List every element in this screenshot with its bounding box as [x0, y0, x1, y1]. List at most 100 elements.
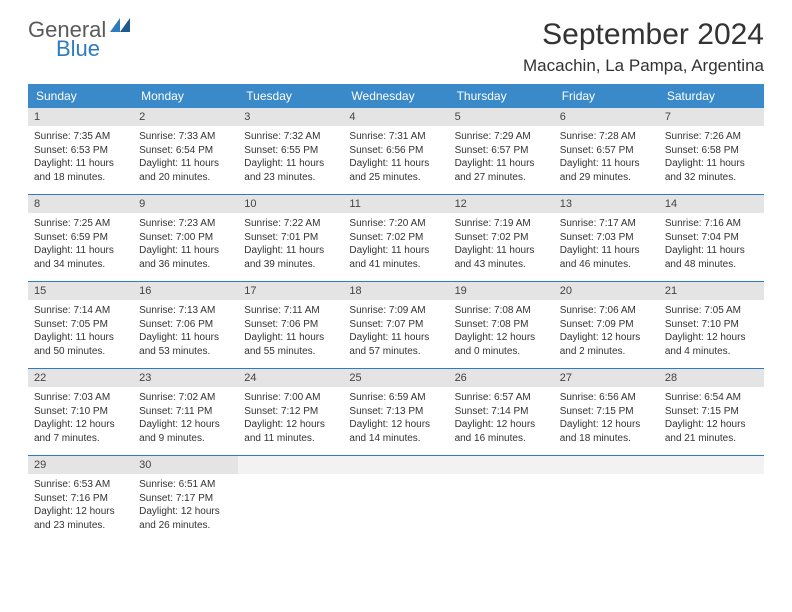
- day-number-empty: [659, 456, 764, 474]
- day-content: Sunrise: 7:14 AMSunset: 7:05 PMDaylight:…: [28, 300, 133, 364]
- logo-tri-icon: [110, 18, 130, 32]
- calendar-cell: 17Sunrise: 7:11 AMSunset: 7:06 PMDayligh…: [238, 282, 343, 369]
- calendar-cell: 7Sunrise: 7:26 AMSunset: 6:58 PMDaylight…: [659, 108, 764, 195]
- day-number-empty: [554, 456, 659, 474]
- day-header: Saturday: [659, 84, 764, 108]
- month-title: September 2024: [523, 18, 764, 52]
- day-header: Friday: [554, 84, 659, 108]
- calendar-cell: 19Sunrise: 7:08 AMSunset: 7:08 PMDayligh…: [449, 282, 554, 369]
- calendar-cell: 30Sunrise: 6:51 AMSunset: 7:17 PMDayligh…: [133, 456, 238, 543]
- logo: General Blue: [28, 18, 130, 60]
- day-number: 15: [28, 282, 133, 300]
- day-number: 12: [449, 195, 554, 213]
- day-content: Sunrise: 7:06 AMSunset: 7:09 PMDaylight:…: [554, 300, 659, 364]
- day-number: 9: [133, 195, 238, 213]
- day-number: 6: [554, 108, 659, 126]
- day-content: Sunrise: 7:32 AMSunset: 6:55 PMDaylight:…: [238, 126, 343, 190]
- logo-text: General Blue: [28, 18, 130, 60]
- day-number: 17: [238, 282, 343, 300]
- day-number-empty: [238, 456, 343, 474]
- calendar-cell: [554, 456, 659, 543]
- calendar-cell: 15Sunrise: 7:14 AMSunset: 7:05 PMDayligh…: [28, 282, 133, 369]
- day-header: Tuesday: [238, 84, 343, 108]
- day-number: 13: [554, 195, 659, 213]
- calendar-cell: 27Sunrise: 6:56 AMSunset: 7:15 PMDayligh…: [554, 369, 659, 456]
- day-number: 25: [343, 369, 448, 387]
- calendar-cell: 20Sunrise: 7:06 AMSunset: 7:09 PMDayligh…: [554, 282, 659, 369]
- day-number: 5: [449, 108, 554, 126]
- location: Macachin, La Pampa, Argentina: [523, 56, 764, 76]
- calendar-cell: 29Sunrise: 6:53 AMSunset: 7:16 PMDayligh…: [28, 456, 133, 543]
- day-content: Sunrise: 7:17 AMSunset: 7:03 PMDaylight:…: [554, 213, 659, 277]
- day-number: 10: [238, 195, 343, 213]
- calendar-cell: 9Sunrise: 7:23 AMSunset: 7:00 PMDaylight…: [133, 195, 238, 282]
- day-content: Sunrise: 7:11 AMSunset: 7:06 PMDaylight:…: [238, 300, 343, 364]
- day-content: Sunrise: 7:05 AMSunset: 7:10 PMDaylight:…: [659, 300, 764, 364]
- day-number: 23: [133, 369, 238, 387]
- calendar-cell: 25Sunrise: 6:59 AMSunset: 7:13 PMDayligh…: [343, 369, 448, 456]
- day-content: Sunrise: 7:13 AMSunset: 7:06 PMDaylight:…: [133, 300, 238, 364]
- calendar-cell: 4Sunrise: 7:31 AMSunset: 6:56 PMDaylight…: [343, 108, 448, 195]
- day-content: Sunrise: 7:09 AMSunset: 7:07 PMDaylight:…: [343, 300, 448, 364]
- day-content: Sunrise: 6:53 AMSunset: 7:16 PMDaylight:…: [28, 474, 133, 538]
- calendar-cell: 6Sunrise: 7:28 AMSunset: 6:57 PMDaylight…: [554, 108, 659, 195]
- calendar-row: 22Sunrise: 7:03 AMSunset: 7:10 PMDayligh…: [28, 369, 764, 456]
- calendar-cell: 23Sunrise: 7:02 AMSunset: 7:11 PMDayligh…: [133, 369, 238, 456]
- day-content: Sunrise: 6:56 AMSunset: 7:15 PMDaylight:…: [554, 387, 659, 451]
- calendar-cell: [449, 456, 554, 543]
- day-number: 14: [659, 195, 764, 213]
- day-content: Sunrise: 7:19 AMSunset: 7:02 PMDaylight:…: [449, 213, 554, 277]
- day-content: Sunrise: 7:16 AMSunset: 7:04 PMDaylight:…: [659, 213, 764, 277]
- day-content: Sunrise: 7:02 AMSunset: 7:11 PMDaylight:…: [133, 387, 238, 451]
- calendar-cell: [238, 456, 343, 543]
- calendar-cell: 28Sunrise: 6:54 AMSunset: 7:15 PMDayligh…: [659, 369, 764, 456]
- day-number: 20: [554, 282, 659, 300]
- day-number: 3: [238, 108, 343, 126]
- day-content: Sunrise: 7:26 AMSunset: 6:58 PMDaylight:…: [659, 126, 764, 190]
- calendar-cell: 12Sunrise: 7:19 AMSunset: 7:02 PMDayligh…: [449, 195, 554, 282]
- day-content: Sunrise: 7:23 AMSunset: 7:00 PMDaylight:…: [133, 213, 238, 277]
- day-number: 7: [659, 108, 764, 126]
- calendar-cell: 18Sunrise: 7:09 AMSunset: 7:07 PMDayligh…: [343, 282, 448, 369]
- day-content: Sunrise: 7:03 AMSunset: 7:10 PMDaylight:…: [28, 387, 133, 451]
- day-header: Thursday: [449, 84, 554, 108]
- day-content: Sunrise: 7:25 AMSunset: 6:59 PMDaylight:…: [28, 213, 133, 277]
- day-number: 24: [238, 369, 343, 387]
- header: General Blue September 2024 Macachin, La…: [28, 18, 764, 76]
- day-content: Sunrise: 7:22 AMSunset: 7:01 PMDaylight:…: [238, 213, 343, 277]
- calendar-cell: 1Sunrise: 7:35 AMSunset: 6:53 PMDaylight…: [28, 108, 133, 195]
- title-block: September 2024 Macachin, La Pampa, Argen…: [523, 18, 764, 76]
- calendar-table: SundayMondayTuesdayWednesdayThursdayFrid…: [28, 84, 764, 542]
- day-content: Sunrise: 7:35 AMSunset: 6:53 PMDaylight:…: [28, 126, 133, 190]
- calendar-cell: 13Sunrise: 7:17 AMSunset: 7:03 PMDayligh…: [554, 195, 659, 282]
- day-number: 28: [659, 369, 764, 387]
- day-content: Sunrise: 7:08 AMSunset: 7:08 PMDaylight:…: [449, 300, 554, 364]
- day-header: Monday: [133, 84, 238, 108]
- calendar-cell: 21Sunrise: 7:05 AMSunset: 7:10 PMDayligh…: [659, 282, 764, 369]
- day-content: Sunrise: 6:51 AMSunset: 7:17 PMDaylight:…: [133, 474, 238, 538]
- day-header: Wednesday: [343, 84, 448, 108]
- calendar-head: SundayMondayTuesdayWednesdayThursdayFrid…: [28, 84, 764, 108]
- day-number-empty: [449, 456, 554, 474]
- day-number: 29: [28, 456, 133, 474]
- calendar-cell: 2Sunrise: 7:33 AMSunset: 6:54 PMDaylight…: [133, 108, 238, 195]
- day-content: Sunrise: 7:20 AMSunset: 7:02 PMDaylight:…: [343, 213, 448, 277]
- day-header: Sunday: [28, 84, 133, 108]
- day-number: 18: [343, 282, 448, 300]
- logo-line2: Blue: [56, 37, 130, 60]
- day-number: 11: [343, 195, 448, 213]
- day-number: 30: [133, 456, 238, 474]
- day-number: 22: [28, 369, 133, 387]
- day-number: 4: [343, 108, 448, 126]
- calendar-cell: [343, 456, 448, 543]
- calendar-cell: 10Sunrise: 7:22 AMSunset: 7:01 PMDayligh…: [238, 195, 343, 282]
- calendar-cell: 11Sunrise: 7:20 AMSunset: 7:02 PMDayligh…: [343, 195, 448, 282]
- day-content: Sunrise: 7:33 AMSunset: 6:54 PMDaylight:…: [133, 126, 238, 190]
- calendar-row: 8Sunrise: 7:25 AMSunset: 6:59 PMDaylight…: [28, 195, 764, 282]
- calendar-cell: 24Sunrise: 7:00 AMSunset: 7:12 PMDayligh…: [238, 369, 343, 456]
- calendar-row: 1Sunrise: 7:35 AMSunset: 6:53 PMDaylight…: [28, 108, 764, 195]
- calendar-cell: 14Sunrise: 7:16 AMSunset: 7:04 PMDayligh…: [659, 195, 764, 282]
- calendar-row: 29Sunrise: 6:53 AMSunset: 7:16 PMDayligh…: [28, 456, 764, 543]
- day-number: 1: [28, 108, 133, 126]
- day-number: 21: [659, 282, 764, 300]
